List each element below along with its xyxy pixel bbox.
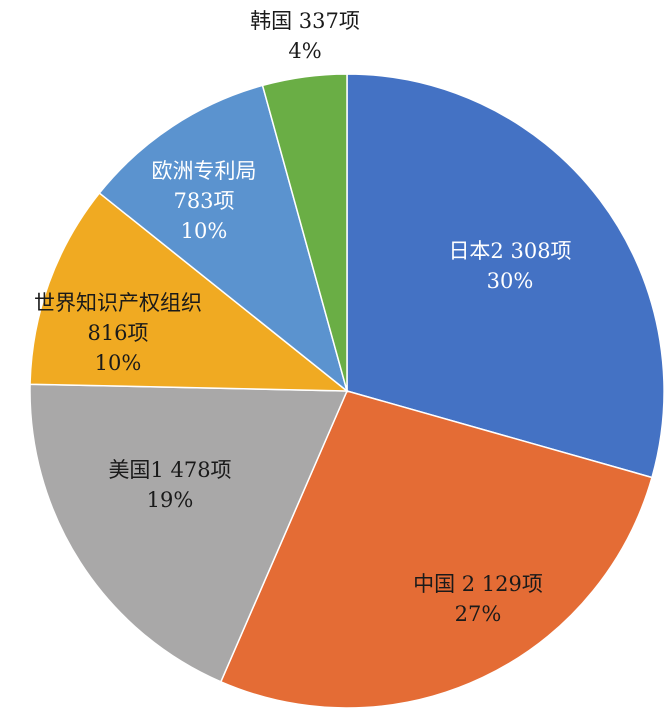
slice-name-value: 美国1 478项 (108, 458, 231, 482)
slice-value: 816项 (87, 321, 148, 345)
slice-percent: 27% (455, 602, 502, 626)
slice-percent: 4% (288, 39, 321, 63)
pie-slices (29, 73, 665, 709)
slice-label-1: 中国 2 129项 27% (413, 572, 543, 626)
slice-percent: 10% (181, 219, 228, 243)
slice-label-5: 韩国 337项 4% (250, 9, 360, 63)
slice-name-value: 中国 2 129项 (413, 572, 543, 596)
slice-percent: 19% (147, 488, 194, 512)
pie-slice-1 (219, 390, 653, 709)
slice-name: 欧洲专利局 (152, 159, 257, 183)
pie-slice-0 (346, 73, 665, 479)
slice-label-3: 世界知识产权组织 816项 10% (34, 291, 202, 375)
pie-slice-3 (29, 191, 350, 392)
slice-percent: 10% (95, 351, 142, 375)
slice-percent: 30% (487, 269, 534, 293)
pie-slice-4 (98, 84, 349, 394)
slice-label-4: 欧洲专利局 783项 10% (152, 159, 257, 243)
slice-name-value: 韩国 337项 (250, 9, 360, 33)
slice-name: 世界知识产权组织 (34, 291, 202, 315)
slice-label-2: 美国1 478项 19% (108, 458, 231, 512)
slice-name-value: 日本2 308项 (448, 239, 571, 263)
slice-label-0: 日本2 308项 30% (448, 239, 571, 293)
pie-slice-2 (29, 383, 349, 683)
pie-labels: 日本2 308项 30% 中国 2 129项 27% 美国1 478项 19% 世界知识产权… (34, 9, 572, 626)
slice-value: 783项 (173, 189, 234, 213)
pie-slice-5 (261, 73, 348, 392)
